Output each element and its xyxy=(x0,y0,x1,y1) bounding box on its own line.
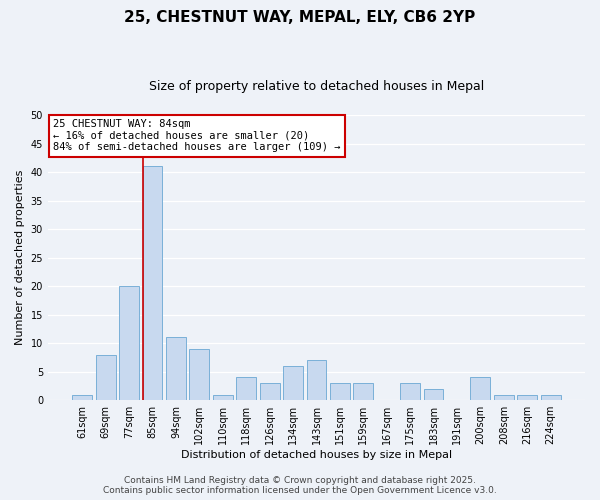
Bar xyxy=(424,389,443,400)
Text: 25, CHESTNUT WAY, MEPAL, ELY, CB6 2YP: 25, CHESTNUT WAY, MEPAL, ELY, CB6 2YP xyxy=(124,10,476,25)
Title: Size of property relative to detached houses in Mepal: Size of property relative to detached ho… xyxy=(149,80,484,93)
Bar xyxy=(283,366,303,400)
Bar xyxy=(73,394,92,400)
Bar xyxy=(213,394,233,400)
Bar xyxy=(330,383,350,400)
Bar xyxy=(166,338,186,400)
Bar xyxy=(541,394,560,400)
Bar xyxy=(400,383,420,400)
Bar xyxy=(260,383,280,400)
Bar xyxy=(190,349,209,400)
Bar xyxy=(307,360,326,400)
Bar xyxy=(494,394,514,400)
Bar xyxy=(143,166,163,400)
Text: 25 CHESTNUT WAY: 84sqm
← 16% of detached houses are smaller (20)
84% of semi-det: 25 CHESTNUT WAY: 84sqm ← 16% of detached… xyxy=(53,120,341,152)
Y-axis label: Number of detached properties: Number of detached properties xyxy=(15,170,25,346)
Bar xyxy=(119,286,139,400)
Bar xyxy=(517,394,537,400)
Bar xyxy=(470,378,490,400)
Bar xyxy=(236,378,256,400)
Bar xyxy=(96,354,116,400)
Bar xyxy=(353,383,373,400)
Text: Contains HM Land Registry data © Crown copyright and database right 2025.
Contai: Contains HM Land Registry data © Crown c… xyxy=(103,476,497,495)
X-axis label: Distribution of detached houses by size in Mepal: Distribution of detached houses by size … xyxy=(181,450,452,460)
